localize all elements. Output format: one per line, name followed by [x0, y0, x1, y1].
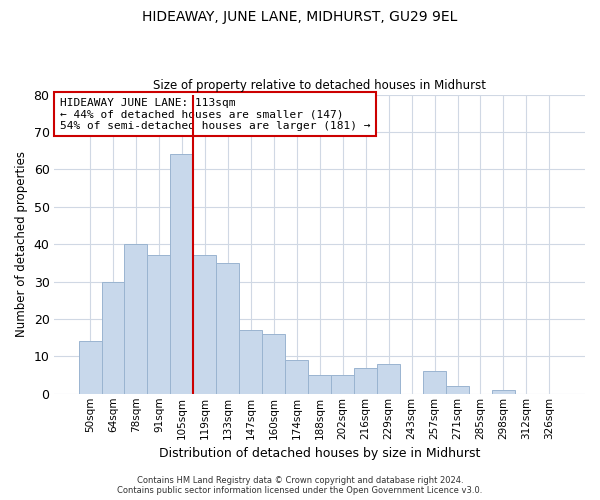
Bar [446, 386, 469, 394]
Bar [170, 154, 193, 394]
Bar [423, 372, 446, 394]
Bar [308, 375, 331, 394]
Bar [354, 368, 377, 394]
Bar [262, 334, 285, 394]
Bar [148, 256, 170, 394]
Bar [193, 256, 217, 394]
Title: Size of property relative to detached houses in Midhurst: Size of property relative to detached ho… [153, 79, 486, 92]
Bar [285, 360, 308, 394]
Bar [124, 244, 148, 394]
Text: Contains HM Land Registry data © Crown copyright and database right 2024.
Contai: Contains HM Land Registry data © Crown c… [118, 476, 482, 495]
Bar [377, 364, 400, 394]
Text: HIDEAWAY JUNE LANE: 113sqm
← 44% of detached houses are smaller (147)
54% of sem: HIDEAWAY JUNE LANE: 113sqm ← 44% of deta… [60, 98, 370, 130]
Bar [239, 330, 262, 394]
Bar [331, 375, 354, 394]
Text: HIDEAWAY, JUNE LANE, MIDHURST, GU29 9EL: HIDEAWAY, JUNE LANE, MIDHURST, GU29 9EL [142, 10, 458, 24]
Bar [101, 282, 124, 394]
Y-axis label: Number of detached properties: Number of detached properties [15, 151, 28, 337]
Bar [492, 390, 515, 394]
X-axis label: Distribution of detached houses by size in Midhurst: Distribution of detached houses by size … [159, 447, 481, 460]
Bar [79, 342, 101, 394]
Bar [217, 263, 239, 394]
